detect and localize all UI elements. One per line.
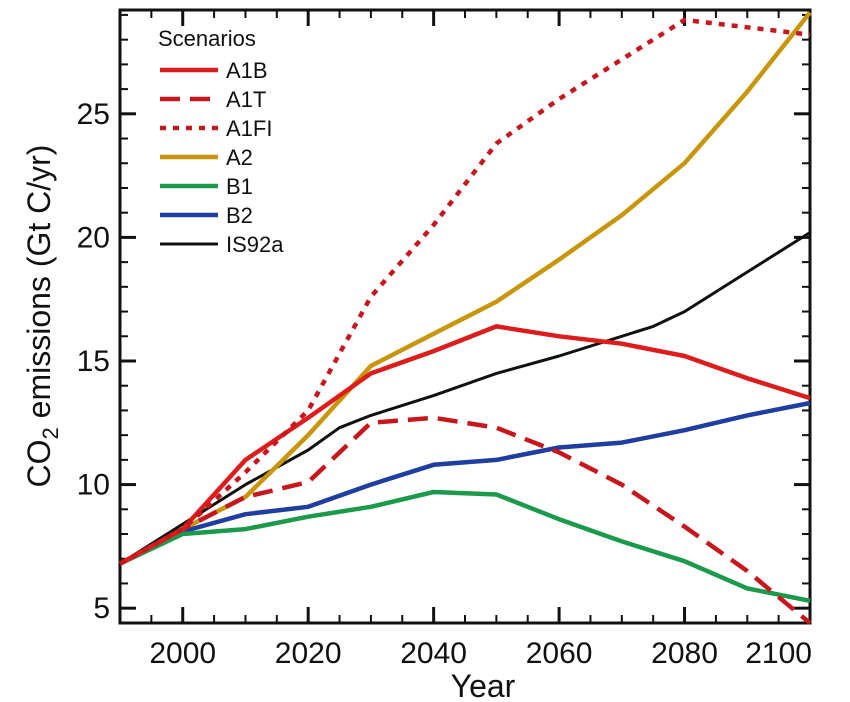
series-line-a1fi bbox=[118, 17, 811, 566]
series-line-a1t bbox=[118, 415, 812, 625]
legend-label-b1: B1 bbox=[226, 174, 253, 199]
legend-label-a2: A2 bbox=[226, 145, 253, 170]
y-axis-ticks: 5 10 15 20 25 bbox=[77, 13, 810, 625]
series-line-a1b bbox=[118, 324, 811, 566]
y-tick-label: 25 bbox=[77, 98, 110, 131]
legend-label-is92a: IS92a bbox=[226, 232, 284, 257]
legend-label-a1b: A1B bbox=[226, 58, 268, 83]
y-tick-label: 20 bbox=[77, 221, 110, 254]
y-tick-label: 15 bbox=[77, 345, 110, 378]
x-tick-label: 2100 bbox=[745, 637, 812, 670]
x-tick-label: 2040 bbox=[400, 637, 467, 670]
series-lines bbox=[118, 11, 812, 625]
legend-label-a1t: A1T bbox=[226, 87, 266, 112]
x-axis-ticks: 2000 2020 2040 2060 2080 2100 bbox=[149, 10, 812, 670]
series-line-b2 bbox=[118, 400, 811, 566]
legend: Scenarios A1B A1T A1FI A2 B1 B2 IS92a bbox=[158, 26, 284, 257]
x-tick-label: 2060 bbox=[526, 637, 593, 670]
series-line-is92a bbox=[119, 231, 811, 565]
x-tick-label: 2020 bbox=[275, 637, 342, 670]
x-axis-title: Year bbox=[451, 668, 516, 702]
legend-title: Scenarios bbox=[158, 26, 256, 51]
y-axis-title-post: emissions (Gt C/yr) bbox=[21, 145, 57, 428]
y-axis-title: CO2 emissions (Gt C/yr) bbox=[21, 145, 63, 488]
y-axis-title-sub: 2 bbox=[38, 427, 63, 439]
y-tick-label: 10 bbox=[77, 469, 110, 502]
y-tick-label: 5 bbox=[93, 592, 110, 625]
legend-label-b2: B2 bbox=[226, 203, 253, 228]
legend-label-a1fi: A1FI bbox=[226, 116, 272, 141]
x-tick-label: 2080 bbox=[651, 637, 718, 670]
x-tick-label: 2000 bbox=[149, 637, 216, 670]
y-axis-title-pre: CO bbox=[21, 439, 57, 487]
series-line-b1 bbox=[119, 489, 811, 604]
